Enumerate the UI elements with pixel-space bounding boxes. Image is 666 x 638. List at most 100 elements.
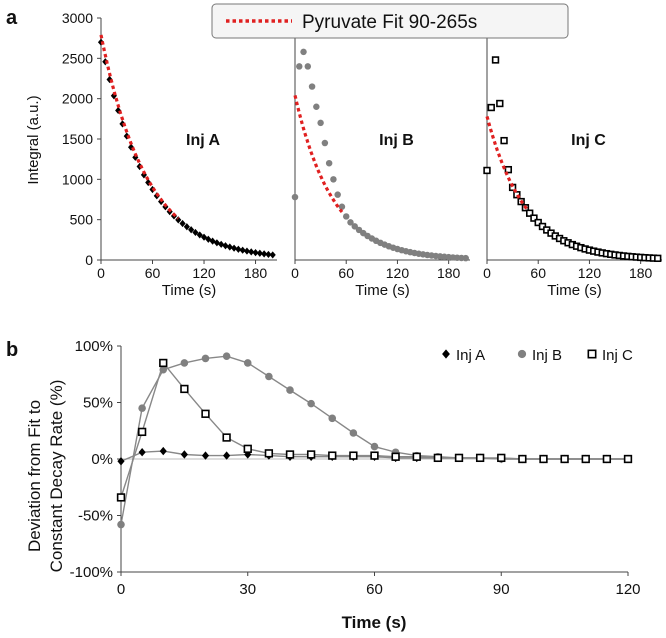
data-point <box>602 454 612 464</box>
subplot-title: Inj C <box>571 132 606 149</box>
data-point <box>581 454 590 464</box>
data-point <box>223 451 231 460</box>
data-point <box>307 399 315 408</box>
data-point <box>530 214 538 222</box>
legend-panel-b: Inj A Inj B Inj C <box>442 347 633 364</box>
x-axis-label: Time (s) <box>355 282 409 299</box>
x-axis-label: Time (s) <box>162 282 216 299</box>
panel-label-a: a <box>6 7 18 29</box>
data-point <box>180 359 189 367</box>
data-point <box>351 223 358 230</box>
legend-panel-a: Pyruvate Fit 90-265s <box>211 3 569 39</box>
data-point <box>330 176 337 183</box>
panel-b-ylabel-line2: Constant Decay Rate (%) <box>47 380 66 573</box>
data-point <box>304 63 312 70</box>
data-point <box>370 442 379 451</box>
data-point <box>200 233 208 241</box>
data-point <box>261 250 268 258</box>
data-point <box>412 452 421 461</box>
data-point <box>159 446 167 456</box>
data-point <box>201 354 210 363</box>
data-point <box>370 451 379 460</box>
data-point <box>321 139 329 147</box>
data-point <box>201 409 210 418</box>
data-point <box>117 457 125 466</box>
data-point <box>222 242 229 250</box>
data-point <box>623 454 633 464</box>
data-point <box>218 240 225 248</box>
data-point <box>159 358 168 368</box>
data-point <box>235 245 242 253</box>
x-tick-label: 120 <box>386 265 410 281</box>
data-point <box>433 453 443 463</box>
y-tick-label: 2000 <box>62 91 93 107</box>
data-point <box>226 243 233 251</box>
y-tick-label: 2500 <box>62 50 93 66</box>
x-tick-label: 60 <box>338 265 354 281</box>
data-point <box>117 520 125 529</box>
x-tick-label: 0 <box>291 265 299 281</box>
data-point <box>138 404 146 412</box>
legend-fit-label: Pyruvate Fit 90-265s <box>302 12 477 33</box>
data-point <box>500 136 508 145</box>
legend-label: Inj B <box>532 347 562 364</box>
x-tick-label: 180 <box>244 265 268 281</box>
x-tick-label: 60 <box>145 265 161 281</box>
data-point <box>317 119 324 127</box>
data-point <box>296 63 303 70</box>
x-axis-label: Time (s) <box>547 282 601 299</box>
data-point <box>188 226 195 234</box>
data-point <box>491 56 500 64</box>
x-tick-label: 90 <box>493 581 510 598</box>
y-tick-label: 100% <box>75 338 113 355</box>
x-tick-label: 30 <box>239 581 256 598</box>
x-tick-label: 120 <box>192 265 216 281</box>
subplot-inj-c: 0 60 120 180 Time (s) Inj C <box>483 18 662 299</box>
data-point <box>243 247 251 255</box>
data-points <box>291 48 469 262</box>
data-point <box>243 444 252 453</box>
x-tick-label: 60 <box>530 265 546 281</box>
data-point <box>526 209 534 217</box>
data-point <box>308 83 316 90</box>
legend-label: Inj C <box>602 347 633 364</box>
x-tick-label: 0 <box>97 265 105 281</box>
data-point <box>159 365 168 374</box>
x-tick-label: 120 <box>578 265 602 281</box>
data-point <box>264 449 274 458</box>
data-point <box>496 99 504 108</box>
data-point <box>328 414 337 423</box>
data-point <box>243 359 252 367</box>
data-point <box>192 228 199 237</box>
y-tick-label: -100% <box>70 564 113 581</box>
fit-curve <box>99 34 180 220</box>
series-line-inj-b <box>120 355 628 525</box>
data-point <box>239 246 246 254</box>
data-point <box>454 453 464 463</box>
y-tick-label: 50% <box>83 395 113 412</box>
y-tick-label: 500 <box>70 212 94 228</box>
data-point <box>475 453 485 463</box>
data-point <box>539 454 548 464</box>
fit-curve <box>293 95 344 214</box>
data-point <box>342 213 350 220</box>
data-point <box>534 218 542 227</box>
data-point <box>334 191 341 198</box>
x-tick-label: 180 <box>437 265 461 281</box>
y-tick-label: 1500 <box>62 131 93 147</box>
panel-b-ylabel-line1: Deviation from Fit to <box>25 400 44 552</box>
subplot-inj-b: 0 60 120 180 Time (s) Inj B <box>291 18 470 299</box>
data-point <box>286 386 294 394</box>
y-tick-label: 1000 <box>62 171 93 187</box>
data-point <box>256 249 263 257</box>
data-point <box>349 451 358 460</box>
data-point <box>269 251 276 259</box>
fit-curve <box>485 115 530 212</box>
data-point <box>349 429 358 437</box>
legend-box <box>211 3 569 39</box>
data-point <box>462 254 469 262</box>
x-tick-label: 60 <box>366 581 383 598</box>
data-point <box>518 454 527 464</box>
subplot-title: Inj A <box>186 132 221 149</box>
